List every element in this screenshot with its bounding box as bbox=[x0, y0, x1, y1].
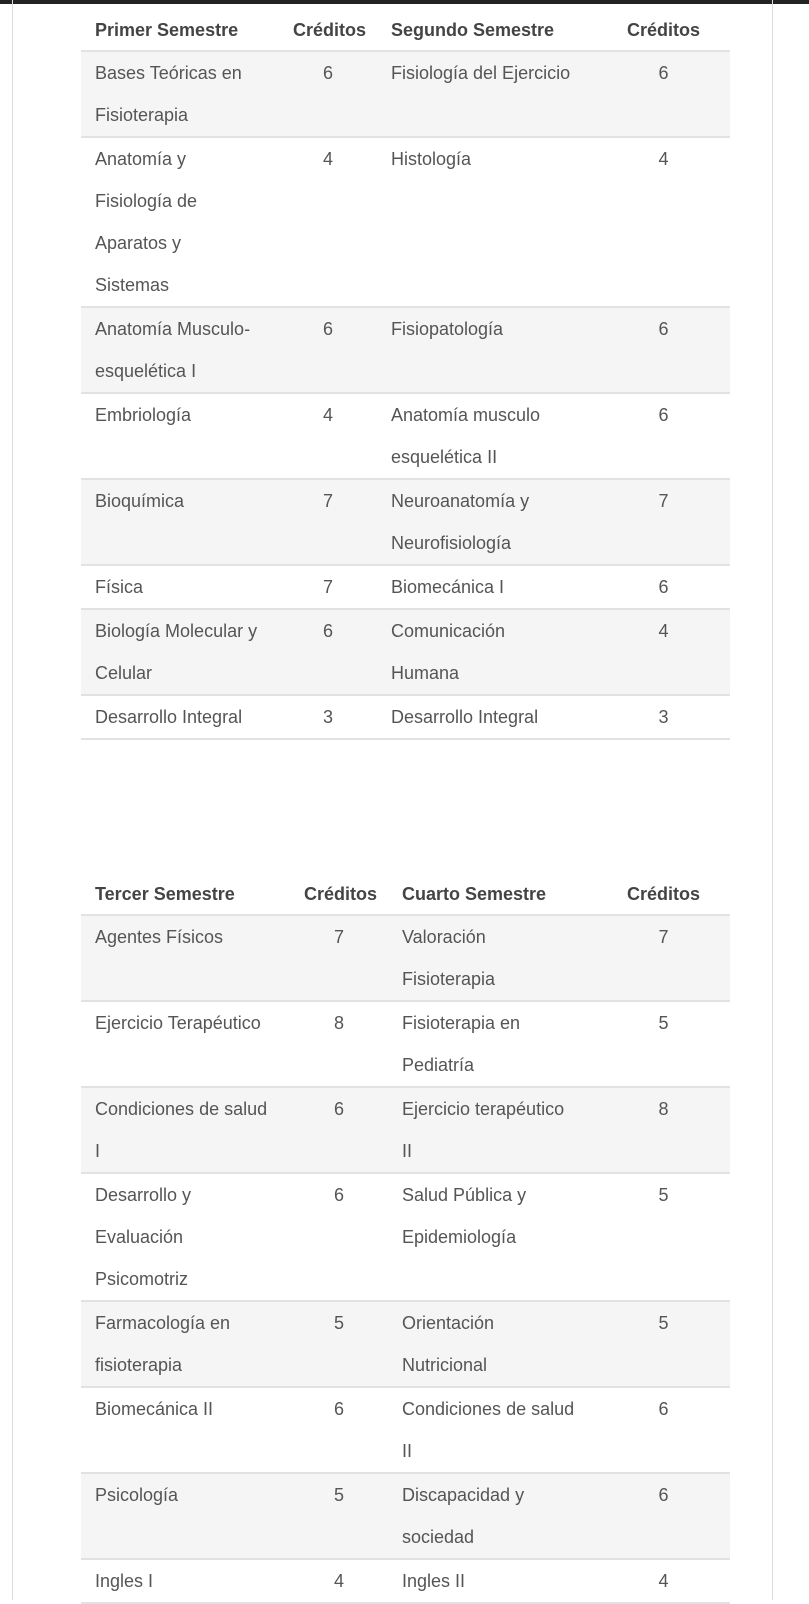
course-name: Biomecánica II bbox=[95, 1399, 214, 1419]
course-name: Biología Molecular y Celular bbox=[95, 621, 258, 683]
header-tercer-semestre: Tercer Semestre bbox=[81, 870, 290, 916]
course-name: Bases Teóricas en Fisioterapia bbox=[95, 63, 242, 125]
course-name: Valoración Fisioterapia bbox=[402, 927, 496, 989]
course-credits: 4 bbox=[658, 1571, 669, 1591]
course-name: Embriología bbox=[95, 405, 192, 425]
course-name: Ejercicio terapéutico II bbox=[402, 1099, 565, 1161]
table-row: Bioquímica 7 Neuroanatomía y Neurofisiolog… bbox=[81, 479, 730, 565]
course-name: Comunicación Humana bbox=[391, 621, 506, 683]
course-credits: 4 bbox=[322, 149, 333, 169]
course-credits: 6 bbox=[658, 405, 669, 425]
course-name: Desarrollo Integral bbox=[95, 707, 243, 727]
course-name: Salud Pública y Epidemiología bbox=[402, 1185, 527, 1247]
course-credits: 6 bbox=[658, 319, 669, 339]
course-credits: 5 bbox=[658, 1185, 669, 1205]
header-creditos: Créditos bbox=[597, 870, 730, 916]
course-credits: 4 bbox=[322, 405, 333, 425]
course-credits: 5 bbox=[658, 1013, 669, 1033]
course-credits: 7 bbox=[658, 491, 669, 511]
course-name: Desarrollo Integral bbox=[391, 707, 539, 727]
course-name: Ingles I bbox=[95, 1571, 154, 1591]
course-credits: 3 bbox=[658, 707, 669, 727]
table-row: Psicología 5 Discapacidad y sociedad 6 bbox=[81, 1473, 730, 1559]
top-edge-bar bbox=[0, 0, 809, 4]
right-page-border bbox=[772, 0, 773, 1600]
header-creditos: Créditos bbox=[279, 6, 377, 52]
course-name: Ingles II bbox=[402, 1571, 466, 1591]
header-creditos: Créditos bbox=[597, 6, 730, 52]
course-credits: 4 bbox=[333, 1571, 344, 1591]
course-name: Desarrollo y Evaluación Psicomotriz bbox=[95, 1185, 192, 1289]
course-credits: 6 bbox=[333, 1399, 344, 1419]
header-segundo-semestre: Segundo Semestre bbox=[377, 6, 597, 52]
semester-table-3-4: Tercer Semestre Créditos Cuarto Semestre… bbox=[81, 870, 730, 1604]
course-credits: 4 bbox=[658, 149, 669, 169]
table-row: Anatomía y Fisiología de Aparatos y Sist… bbox=[81, 137, 730, 307]
course-name: Agentes Físicos bbox=[95, 927, 224, 947]
header-creditos: Créditos bbox=[290, 870, 388, 916]
table-row: Ejercicio Terapéutico 8 Fisioterapia en Pe… bbox=[81, 1001, 730, 1087]
course-name: Fisioterapia en Pediatría bbox=[402, 1013, 521, 1075]
course-name: Histología bbox=[391, 149, 472, 169]
course-name: Farmacología en fisioterapia bbox=[95, 1313, 231, 1375]
course-credits: 6 bbox=[658, 1485, 669, 1505]
course-name: Orientación Nutricional bbox=[402, 1313, 495, 1375]
course-name: Discapacidad y sociedad bbox=[402, 1485, 525, 1547]
course-credits: 5 bbox=[658, 1313, 669, 1333]
course-credits: 8 bbox=[658, 1099, 669, 1119]
course-credits: 5 bbox=[333, 1313, 344, 1333]
course-credits: 3 bbox=[322, 707, 333, 727]
course-name: Ejercicio Terapéutico bbox=[95, 1013, 261, 1033]
course-credits: 4 bbox=[658, 621, 669, 641]
course-credits: 6 bbox=[322, 621, 333, 641]
table-row: Desarrollo Integral 3 Desarrollo Integral 3 bbox=[81, 695, 730, 739]
course-credits: 7 bbox=[658, 927, 669, 947]
course-credits: 6 bbox=[322, 319, 333, 339]
course-name: Fisiología del Ejercicio bbox=[391, 63, 571, 83]
course-credits: 6 bbox=[658, 1399, 669, 1419]
course-credits: 8 bbox=[333, 1013, 344, 1033]
table-row: Agentes Físicos 7 Valoración Fisioterapia 7 bbox=[81, 915, 730, 1001]
table-row: Embriología 4 Anatomía musculo esquelética… bbox=[81, 393, 730, 479]
table-row: Física 7 Biomecánica I 6 bbox=[81, 565, 730, 609]
course-credits: 6 bbox=[333, 1099, 344, 1119]
table-header-row: Primer Semestre Créditos Segundo Semestr… bbox=[81, 6, 730, 52]
table-row: Ingles I 4 Ingles II 4 bbox=[81, 1559, 730, 1603]
course-credits: 6 bbox=[322, 63, 333, 83]
course-name: Condiciones de salud II bbox=[402, 1399, 575, 1461]
table-row: Biología Molecular y Celular 6 Comunicació… bbox=[81, 609, 730, 695]
header-primer-semestre: Primer Semestre bbox=[81, 6, 279, 52]
course-name: Condiciones de salud I bbox=[95, 1099, 268, 1161]
course-credits: 6 bbox=[333, 1185, 344, 1205]
course-name: Psicología bbox=[95, 1485, 179, 1505]
table-header-row: Tercer Semestre Créditos Cuarto Semestre… bbox=[81, 870, 730, 916]
course-credits: 7 bbox=[322, 491, 333, 511]
course-name: Anatomía musculo esquelética II bbox=[391, 405, 541, 467]
table-row: Bases Teóricas en Fisioterapia 6 Fisiologí… bbox=[81, 51, 730, 137]
table-row: Anatomía Musculo-esquelética I 6 Fisiopato… bbox=[81, 307, 730, 393]
course-credits: 7 bbox=[333, 927, 344, 947]
course-name: Bioquímica bbox=[95, 491, 185, 511]
course-name: Biomecánica I bbox=[391, 577, 505, 597]
course-name: Anatomía Musculo-esquelética I bbox=[95, 319, 251, 381]
table-row: Desarrollo y Evaluación Psicomotriz 6 Salu… bbox=[81, 1173, 730, 1301]
header-cuarto-semestre: Cuarto Semestre bbox=[388, 870, 597, 916]
course-name: Fisiopatología bbox=[391, 319, 504, 339]
course-credits: 6 bbox=[658, 63, 669, 83]
course-credits: 6 bbox=[658, 577, 669, 597]
course-credits: 7 bbox=[322, 577, 333, 597]
course-name: Anatomía y Fisiología de Aparatos y Sist… bbox=[95, 149, 198, 295]
course-name: Neuroanatomía y Neurofisiología bbox=[391, 491, 530, 553]
course-credits: 5 bbox=[333, 1485, 344, 1505]
semester-table-1-2: Primer Semestre Créditos Segundo Semestr… bbox=[81, 6, 730, 740]
course-name: Física bbox=[95, 577, 144, 597]
table-row: Biomecánica II 6 Condiciones de salud II 6 bbox=[81, 1387, 730, 1473]
table-row: Condiciones de salud I 6 Ejercicio terapéu… bbox=[81, 1087, 730, 1173]
table-row: Farmacología en fisioterapia 5 Orientación… bbox=[81, 1301, 730, 1387]
left-page-border bbox=[12, 0, 13, 1600]
